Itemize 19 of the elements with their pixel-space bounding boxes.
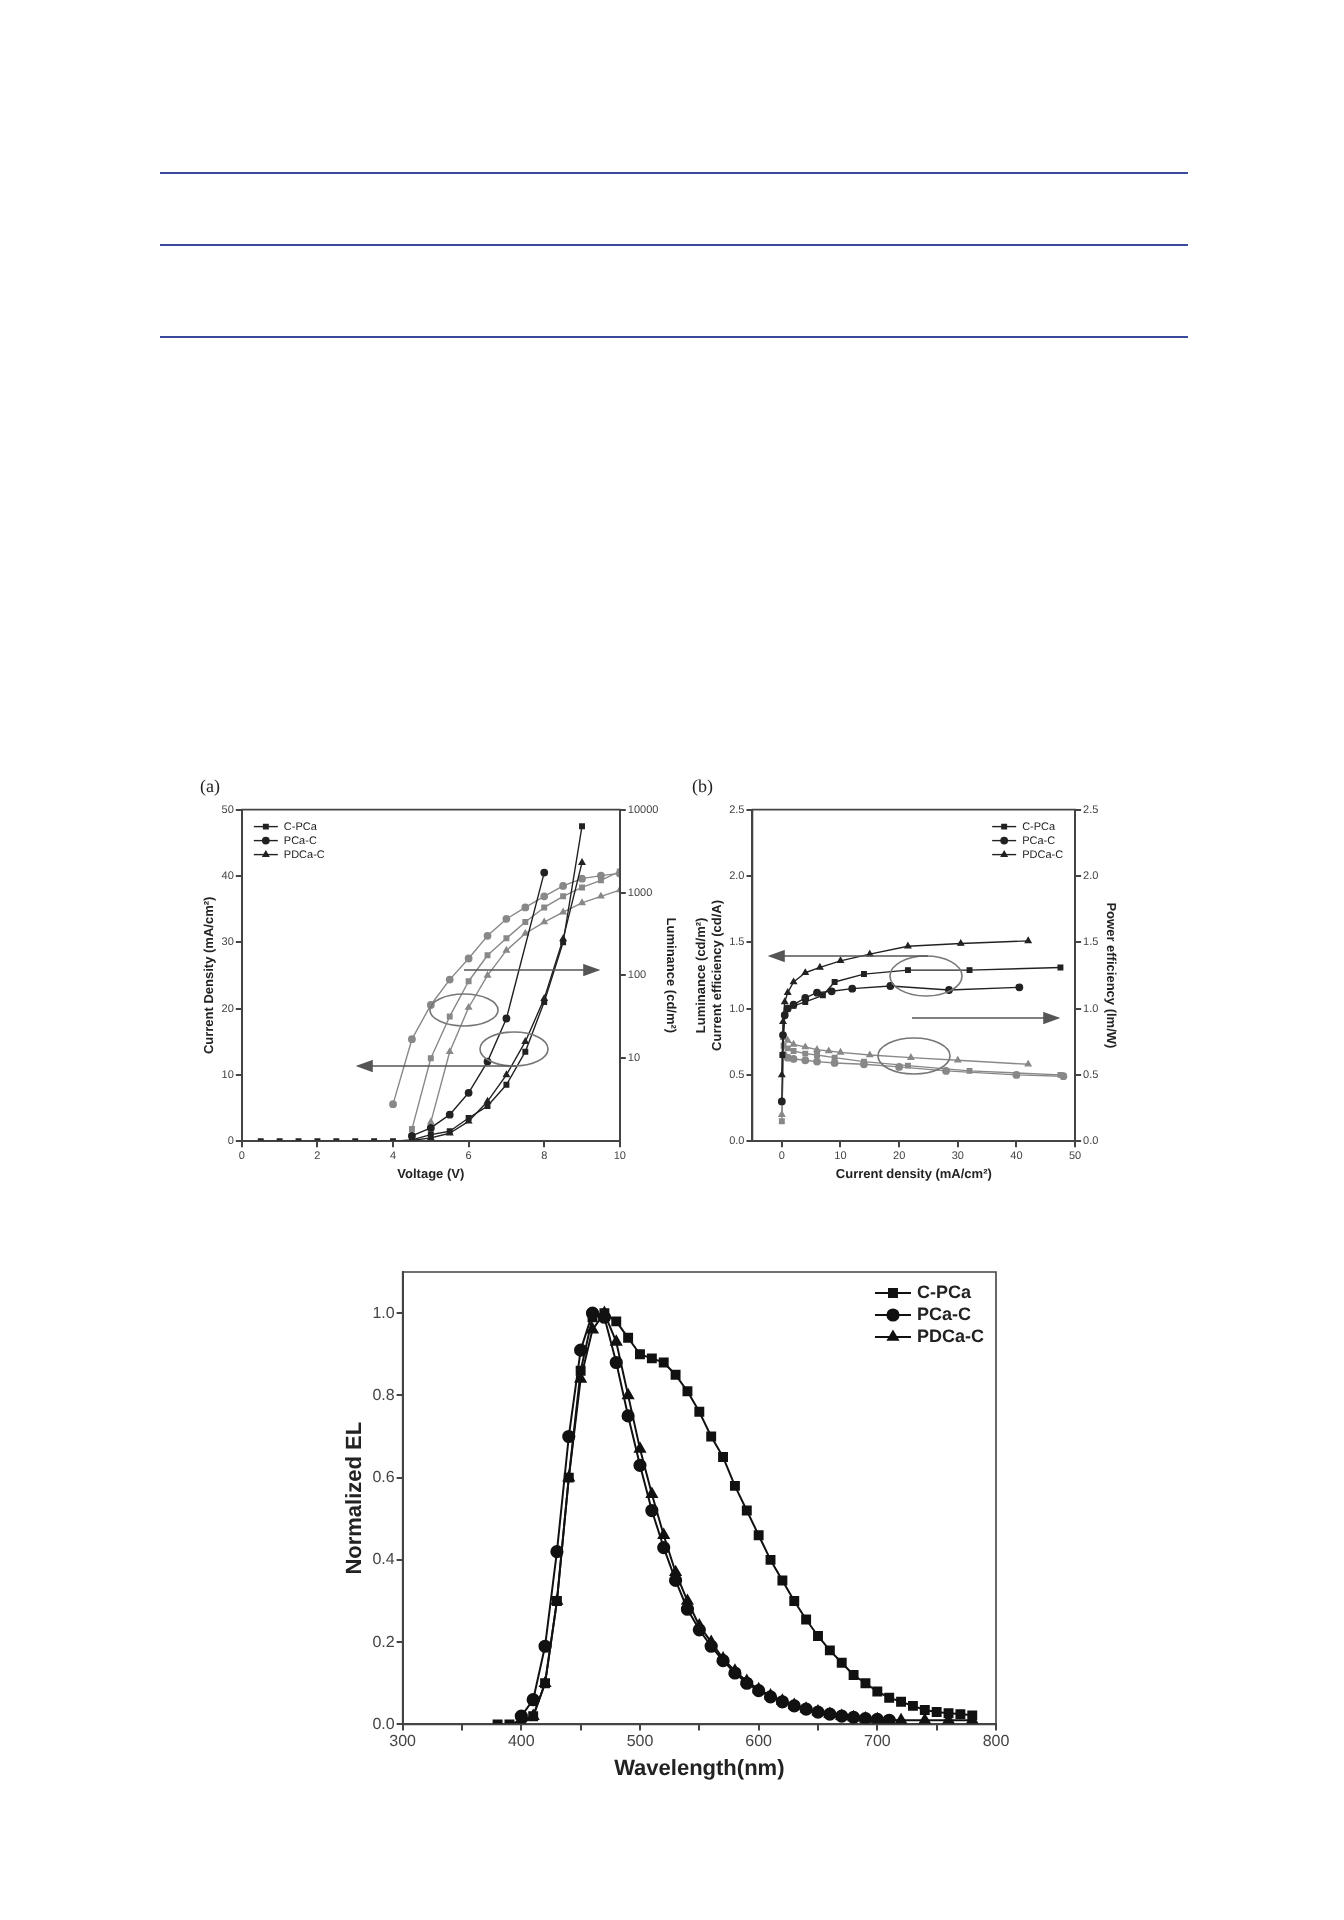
chart-title: (b) bbox=[692, 775, 713, 796]
y-tick-label: 0.4 bbox=[372, 1550, 396, 1569]
x-tick-label: 400 bbox=[507, 1732, 536, 1751]
x-tick-label: 600 bbox=[745, 1732, 774, 1751]
x-tick-label: 500 bbox=[626, 1732, 655, 1751]
x-tick-label: 700 bbox=[863, 1732, 892, 1751]
y-tick-label: 0.6 bbox=[372, 1468, 396, 1487]
y-tick-label: 1.0 bbox=[372, 1303, 396, 1322]
chart-title: (a) bbox=[200, 775, 220, 796]
legend-label: PCa-C bbox=[916, 1303, 972, 1324]
legend-label: C-PCa bbox=[916, 1281, 973, 1302]
y-tick-label: 0.2 bbox=[372, 1632, 396, 1651]
y-axis-title: Normalized EL bbox=[343, 1421, 368, 1575]
legend-label: PDCa-C bbox=[916, 1325, 985, 1346]
y-tick-label: 0.8 bbox=[372, 1385, 396, 1404]
x-axis-title: Wavelength(nm) bbox=[614, 1756, 786, 1781]
x-tick-label: 800 bbox=[982, 1732, 1011, 1751]
x-tick-label: 300 bbox=[389, 1732, 418, 1751]
y-tick-label: 0.0 bbox=[372, 1714, 396, 1733]
